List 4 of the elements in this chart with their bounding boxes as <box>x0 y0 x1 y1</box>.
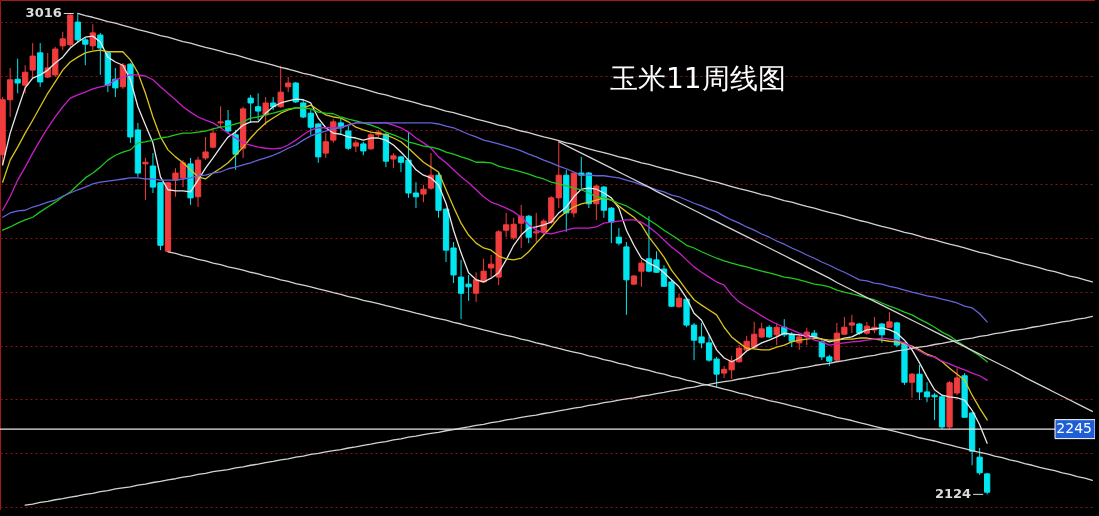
annotation: 3016 <box>25 5 62 21</box>
text: 玉米11周线图 <box>610 62 786 95</box>
annotation: 2124 <box>934 486 972 502</box>
ref-line-label: 2245 <box>1056 420 1092 437</box>
